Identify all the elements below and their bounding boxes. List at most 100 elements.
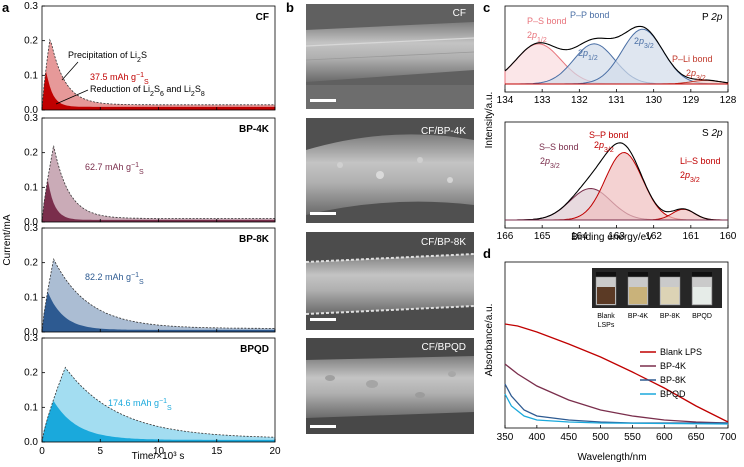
area-bpqd [42,367,275,442]
envelope-0 [504,25,729,84]
xtick-label-d: 450 [560,432,577,443]
xtick-label-d: 400 [529,432,546,443]
sem-label-cf: CF [453,8,466,19]
peak-sublabel-1-1: 2p3/2 [594,140,614,154]
xtick-label: 20 [269,446,281,457]
xtick-label-c: 131 [608,95,625,106]
xps-title-1: S 2p [702,128,723,139]
vial-label: BP-8K [660,313,681,320]
ytick-label: 0.2 [24,36,38,47]
xtick-label: 10 [153,446,165,457]
peak-sublabel-0-3: 2p3/2 [686,68,706,82]
ytick-label: 0.2 [24,258,38,269]
area-bp-4k [42,145,275,222]
legend-label: BP-4K [660,361,686,371]
ytick-label: 0.1 [24,70,38,81]
sem-label-bpqd: CF/BPQD [422,342,466,353]
xtick-label-d: 700 [720,432,737,443]
peak-label-1-2: Li–S bond [680,156,721,166]
series-bpqd [504,393,729,425]
xtick-label-d: 650 [688,432,705,443]
panel-a-xlabel: Time/×10³ s [132,451,185,462]
ytick-label: 0.0 [24,437,38,448]
panel-label-c: c [483,0,490,15]
ytick-label: 0.2 [24,368,38,379]
panel-c-chart: 134 133 132 131 130 129 128 P 2p P–S bond 2p1/2 P–… [497,5,737,242]
capacity-label-bp-8k: 82.2 mAh g−1S [85,272,144,286]
ytick-label: 0.1 [24,402,38,413]
peak-label-0-3: P–Li bond [672,54,713,64]
xps-title-0: P 2p [702,12,723,23]
curve-cf [41,38,275,111]
vial-label: BP-4K [628,313,649,320]
curve-bpqd [41,366,275,443]
xtick-label-c: 129 [682,95,699,106]
panel-d-chart: Blank LPS BP-4K BP-8K BPQD 350 400 450 500 550 60… [497,261,737,443]
sem-image-bp4k: CF/BP-4K [306,118,474,223]
subplot-title-bpqd: BPQD [240,344,269,355]
ytick-label: 0.3 [24,333,38,344]
inner-area-cf [42,71,275,110]
ytick-label: 0.2 [24,148,38,159]
annotation-reduction: Reduction of Li2S6 and Li2S8 [90,84,205,98]
xtick-label-c: 133 [534,95,551,106]
capacity-label-cf: 37.5 mAh g−1S [90,72,149,86]
capacity-label-bpqd: 174.6 mAh g−1S [108,398,172,412]
legend-label: Blank LPS [660,347,702,357]
xtick-label-c: 163 [608,231,625,242]
area-cf [42,40,275,110]
xtick-label-d: 500 [592,432,609,443]
envelope-1 [505,142,728,221]
peak-sublabel-0-0: 2p1/2 [527,30,547,44]
capacity-label-bp-4k: 62.7 mAh g−1S [85,162,144,176]
vial-liquid [661,287,679,304]
legend-label: BP-8K [660,375,686,385]
inner-area-bpqd [42,401,275,442]
area-bp-8k [42,259,275,332]
series-blank-lps [504,323,729,423]
subplot-title-bp-4k: BP-4K [239,124,270,135]
xtick-label: 15 [211,446,223,457]
xtick-label-c: 161 [682,231,699,242]
ytick-label: 0.3 [24,1,38,12]
peak-sublabel-0-1: 2p1/2 [578,48,598,62]
xtick-label-c: 128 [720,95,737,106]
curve-bp-8k [41,258,275,333]
xtick-label-c: 132 [571,95,588,106]
ytick-label: 0.1 [24,182,38,193]
subplot-title-bp-8k: BP-8K [239,234,270,245]
panel-label-a: a [2,0,10,15]
sem-image-cf: CF [305,4,475,109]
vial-liquid [597,287,615,304]
xtick-label-d: 600 [656,432,673,443]
vial-liquid [693,287,711,304]
xtick-label: 0 [39,446,45,457]
ytick-label: 0.3 [24,113,38,124]
annotation-arrow [61,61,79,81]
series-bp-8k [504,383,728,424]
panel-c-ylabel: Intensity/a.u. [484,92,495,149]
peak-label-1-1: S–P bond [589,130,628,140]
peak-label-0-0: P–S bond [527,16,567,26]
ytick-label: 0.0 [24,105,38,116]
vial-cap [628,272,648,277]
panel-label-b: b [286,0,294,15]
xtick-label-d: 550 [624,432,641,443]
panel-b-sem: CF CF/BP-4K CF/BP-8K [305,4,475,434]
inner-area-bp-4k [42,180,275,222]
xtick-label-c: 165 [534,231,551,242]
sem-image-bp8k: CF/BP-8K [305,232,475,330]
xtick-label-c: 160 [720,231,737,242]
panel-c-xlabel: Binding energy/eV [571,232,653,243]
vial-cap [660,272,680,277]
subplot-title-cf: CF [256,12,269,23]
peak-label-0-1: P–P bond [570,10,609,20]
annotation-arrow [55,89,89,105]
vial-cap [692,272,712,277]
xtick-label: 5 [97,446,103,457]
xtick-label-c: 130 [645,95,662,106]
panel-a-chart: 0.0 0.1 0.2 0.3 CF 37.5 mAh g−1S 0.0 0.1 0.2 0.3 B… [24,1,281,457]
peak-sublabel-0-2: 2p3/2 [634,36,654,50]
frame-d [504,261,729,429]
